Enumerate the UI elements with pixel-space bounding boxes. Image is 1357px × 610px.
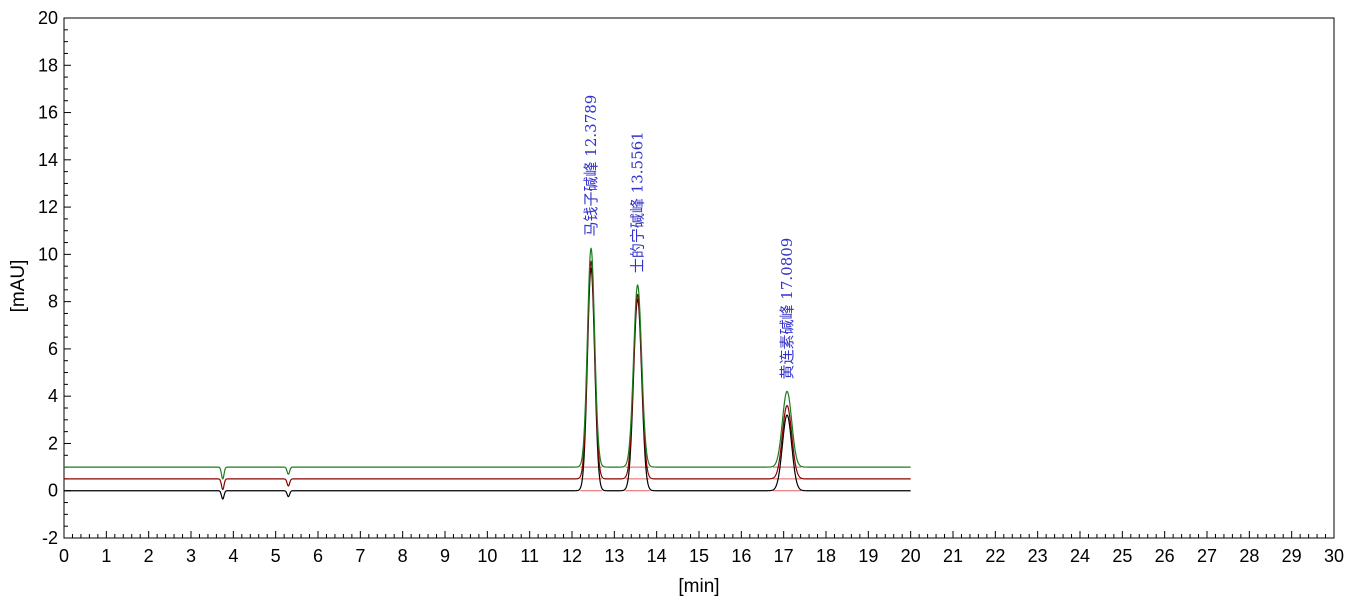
x-tick-label: 3	[186, 546, 196, 566]
peak-annotations: 马钱子碱峰 12.3789 士的宁碱峰 13.5561 黄连素碱峰 17.0809	[582, 95, 796, 380]
x-tick-label: 30	[1324, 546, 1344, 566]
y-tick-label: 6	[48, 339, 58, 359]
x-tick-label: 7	[355, 546, 365, 566]
y-tick-label: 8	[48, 292, 58, 312]
x-tick-label: 15	[689, 546, 709, 566]
x-tick-label: 11	[520, 546, 539, 566]
x-tick-label: 18	[816, 546, 836, 566]
x-tick-label: 9	[440, 546, 450, 566]
x-tick-label: 1	[101, 546, 111, 566]
y-tick-label: 20	[38, 8, 58, 28]
x-tick-label: 28	[1239, 546, 1259, 566]
y-tick-label: 2	[48, 433, 58, 453]
x-tick-label: 2	[144, 546, 154, 566]
x-tick-label: 26	[1155, 546, 1175, 566]
x-tick-label: 4	[228, 546, 238, 566]
y-axis-ticks: -2 0 2 4 6 8 10 12 14 16 18 20	[38, 8, 71, 548]
x-tick-label: 24	[1070, 546, 1090, 566]
x-tick-label: 17	[774, 546, 794, 566]
x-tick-label: 14	[647, 546, 667, 566]
x-tick-label: 20	[901, 546, 921, 566]
peak-label: 黄连素碱峰 17.0809	[778, 238, 796, 380]
peak-label: 士的宁碱峰 13.5561	[629, 131, 647, 273]
y-axis-title: [mAU]	[8, 260, 29, 313]
x-tick-label: 21	[943, 546, 963, 566]
y-tick-label: -2	[42, 528, 58, 548]
x-tick-label: 16	[731, 546, 751, 566]
y-tick-label: 0	[48, 481, 58, 501]
x-axis-ticks: 0 1 2 3 4 5 6 7 8 9 10 11 12 13 14 15 16 17 18 19 20 21 22 23 24…	[59, 531, 1344, 566]
plot-area-frame	[63, 17, 1335, 539]
x-tick-label: 10	[477, 546, 497, 566]
x-tick-label: 23	[1028, 546, 1048, 566]
y-tick-label: 4	[48, 386, 58, 406]
x-tick-label: 29	[1282, 546, 1302, 566]
chromatogram-traces	[64, 247, 911, 500]
x-tick-label: 25	[1112, 546, 1132, 566]
peak-label: 马钱子碱峰 12.3789	[582, 95, 600, 237]
y-tick-label: 16	[38, 103, 58, 123]
y-tick-label: 18	[38, 55, 58, 75]
x-tick-label: 13	[604, 546, 624, 566]
y-tick-label: 10	[38, 244, 58, 264]
trace-line-1	[64, 267, 911, 500]
x-axis-title: [min]	[678, 576, 719, 597]
y-tick-label: 14	[38, 150, 58, 170]
x-tick-label: 19	[858, 546, 878, 566]
trace-line-3	[64, 247, 911, 480]
x-tick-label: 27	[1197, 546, 1217, 566]
x-tick-label: 22	[985, 546, 1005, 566]
trace-line-2	[64, 260, 911, 491]
x-tick-label: 0	[59, 546, 69, 566]
x-tick-label: 6	[313, 546, 323, 566]
y-tick-label: 12	[38, 197, 58, 217]
x-tick-label: 12	[562, 546, 582, 566]
x-tick-label: 8	[398, 546, 408, 566]
x-tick-label: 5	[271, 546, 281, 566]
